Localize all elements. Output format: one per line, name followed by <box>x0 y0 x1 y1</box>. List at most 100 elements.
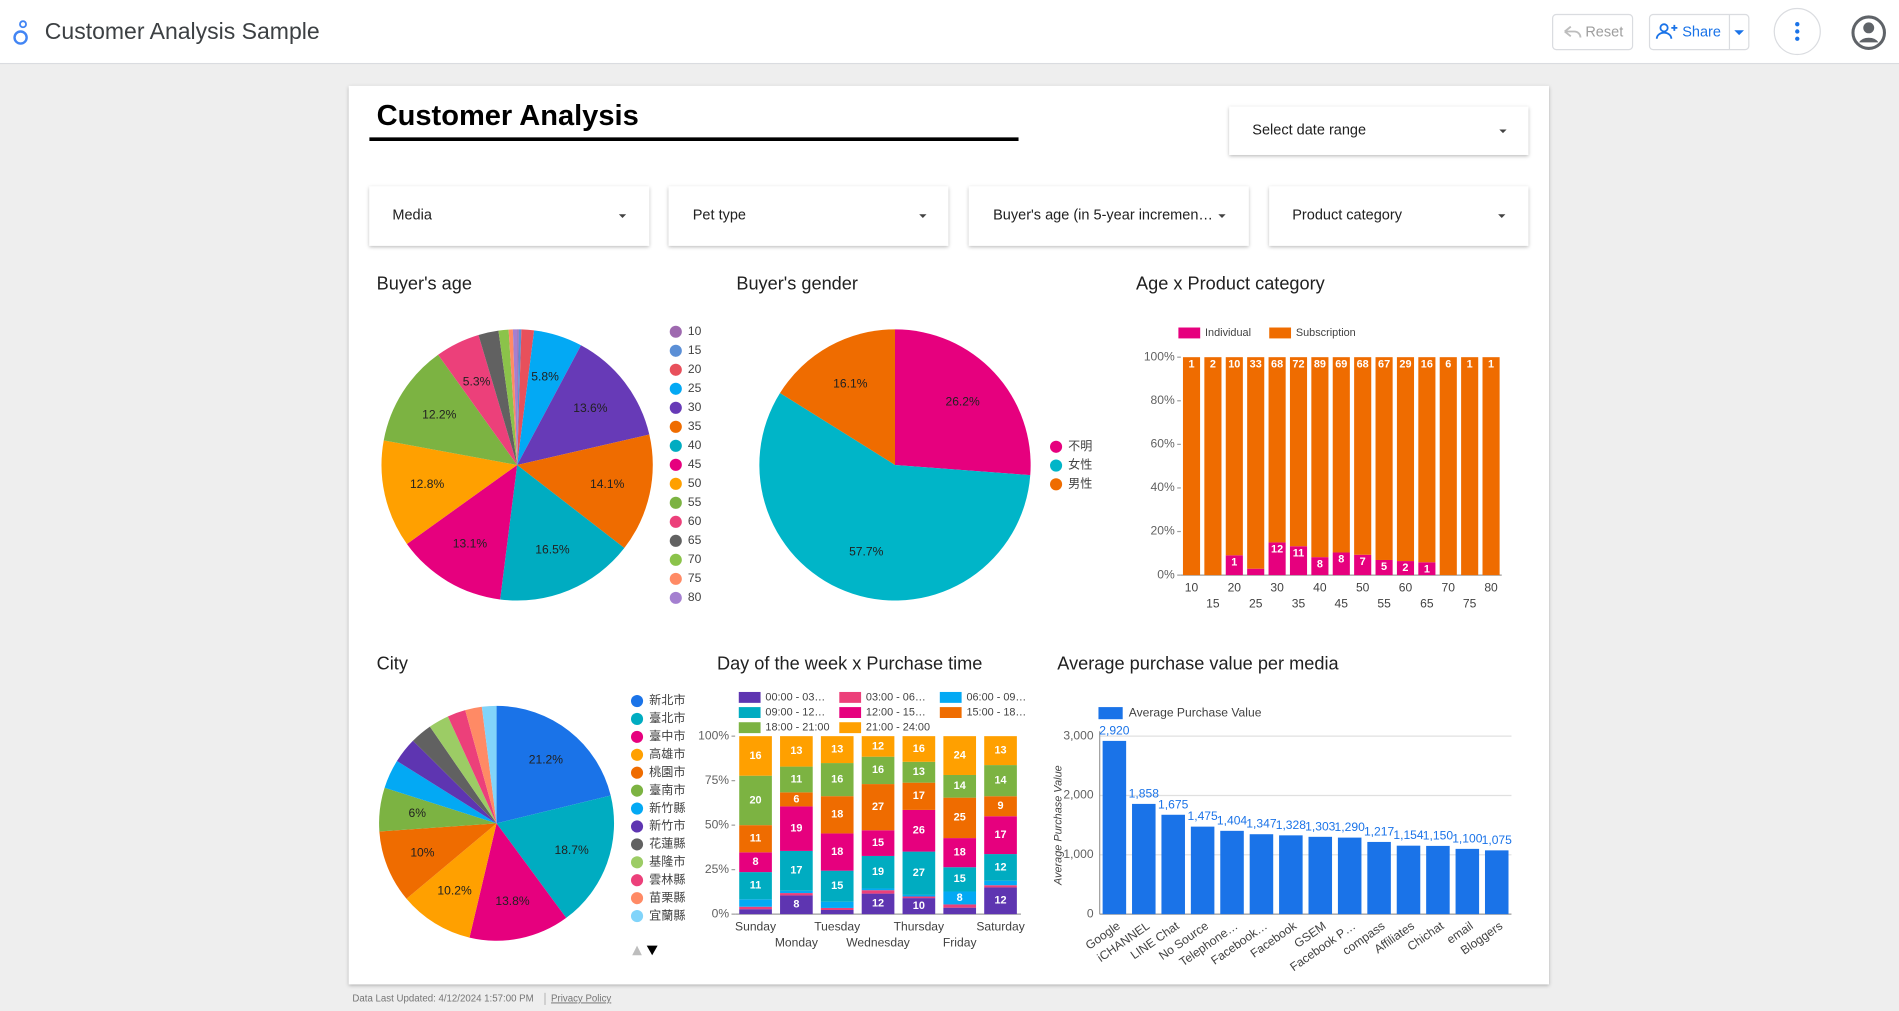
legend-label: 新竹市 <box>649 818 685 833</box>
data-label: 17 <box>994 829 1006 841</box>
pie-slice <box>517 329 535 465</box>
slice-label: 5.8% <box>531 369 559 383</box>
legend-swatch <box>630 874 644 887</box>
legend-swatch <box>1050 478 1063 491</box>
legend-swatch <box>839 691 862 703</box>
bar-segment <box>1332 552 1350 576</box>
slice-label: 13.8% <box>495 894 530 908</box>
data-label: 1,075 <box>1482 833 1513 847</box>
data-label: 29 <box>1399 358 1411 370</box>
bar-segment <box>780 850 813 891</box>
bar-segment <box>902 761 936 783</box>
bar-segment <box>1461 357 1479 576</box>
share-button[interactable]: Share <box>1648 13 1750 51</box>
bar-segment <box>739 909 772 915</box>
legend-label: 20 <box>688 362 702 376</box>
legend-pager[interactable] <box>632 945 658 956</box>
legend-swatch <box>630 766 644 779</box>
bar-segment <box>820 763 854 797</box>
data-label: 72 <box>1292 358 1304 370</box>
legend-swatch <box>669 515 682 528</box>
data-label: 18 <box>954 847 966 859</box>
bar-segment <box>861 893 895 915</box>
legend-label: 10 <box>688 324 702 338</box>
data-label: 1,328 <box>1276 818 1307 832</box>
y-tick-label: 40% <box>1151 480 1175 494</box>
data-label: 1 <box>1231 556 1237 568</box>
x-tick-label: 60 <box>1399 581 1413 595</box>
more-menu[interactable] <box>1773 7 1821 56</box>
bar-segment <box>1204 357 1222 576</box>
legend-swatch <box>630 784 644 797</box>
filter-control[interactable]: Buyer's age (in 5-year incremen… <box>968 186 1249 246</box>
data-label: 89 <box>1314 358 1326 370</box>
data-label: 2 <box>1210 358 1216 370</box>
data-label: 33 <box>1250 358 1262 370</box>
pie-slice <box>759 392 1031 601</box>
report-title: Customer Analysis <box>377 100 639 132</box>
pie-slice <box>383 354 518 465</box>
legend-swatch <box>630 694 644 708</box>
filter-label: Pet type <box>693 207 746 223</box>
bar-segment <box>984 765 1017 797</box>
data-label: 2 <box>1402 562 1408 574</box>
pie-slice <box>465 706 497 824</box>
pie-slice <box>517 329 522 465</box>
pie-slice <box>481 705 497 824</box>
bar-segment <box>780 895 813 915</box>
x-tick-label: 45 <box>1335 596 1349 610</box>
account-icon[interactable] <box>1851 15 1886 50</box>
bar-segment <box>1439 357 1457 576</box>
legend-label: 桃園市 <box>649 764 685 779</box>
bar-segment <box>780 766 813 793</box>
pie-slice <box>469 823 567 941</box>
legend-swatch <box>669 382 682 395</box>
bar-segment <box>1225 555 1243 576</box>
slice-label: 5.3% <box>463 374 491 388</box>
filter-control[interactable]: Pet type <box>668 186 949 246</box>
bar <box>1132 803 1156 915</box>
data-label: 11 <box>791 773 803 785</box>
bar <box>1455 848 1480 915</box>
bar <box>1279 835 1303 915</box>
legend-swatch <box>1269 327 1292 339</box>
filter-control[interactable]: Product category <box>1269 186 1529 246</box>
legend-swatch <box>669 344 682 357</box>
slice-label: 13.6% <box>573 401 608 415</box>
legend-swatch <box>669 553 682 566</box>
x-tick-label: 40 <box>1313 581 1327 595</box>
bar-segment <box>780 806 813 851</box>
x-tick-label: 25 <box>1249 596 1263 610</box>
privacy-link[interactable]: Privacy Policy <box>551 993 611 1004</box>
legend-swatch <box>669 534 682 547</box>
data-label: 16 <box>913 743 925 755</box>
legend-swatch <box>839 722 862 734</box>
filter-label: Media <box>392 207 432 223</box>
date-range-control[interactable]: Select date range <box>1229 106 1529 155</box>
bar <box>1426 845 1450 915</box>
legend-label: 35 <box>688 419 702 433</box>
bar-segment <box>739 775 772 826</box>
data-label: 17 <box>790 865 802 877</box>
x-tick-label: 70 <box>1442 581 1456 595</box>
legend-swatch <box>669 572 682 585</box>
bar-segment <box>1289 546 1308 576</box>
pie-slice <box>780 329 896 465</box>
reset-button[interactable]: Reset <box>1552 13 1634 51</box>
legend-swatch <box>1050 459 1063 472</box>
data-label: 2,920 <box>1099 723 1130 737</box>
filter-control[interactable]: Media <box>369 186 650 246</box>
bar-segment <box>780 736 813 767</box>
bar-segment <box>1268 542 1286 576</box>
bar-segment <box>820 870 854 902</box>
logo <box>13 20 28 45</box>
bar-segment <box>1354 357 1372 555</box>
slice-label: 10.2% <box>437 883 472 897</box>
bar-segment <box>1182 357 1201 576</box>
bar-segment <box>861 855 895 889</box>
pie-slice <box>429 716 497 824</box>
data-label: 13 <box>790 745 802 757</box>
data-label: 1,347 <box>1246 817 1277 831</box>
pie-slice <box>412 726 497 824</box>
bar-segment <box>1289 357 1308 547</box>
